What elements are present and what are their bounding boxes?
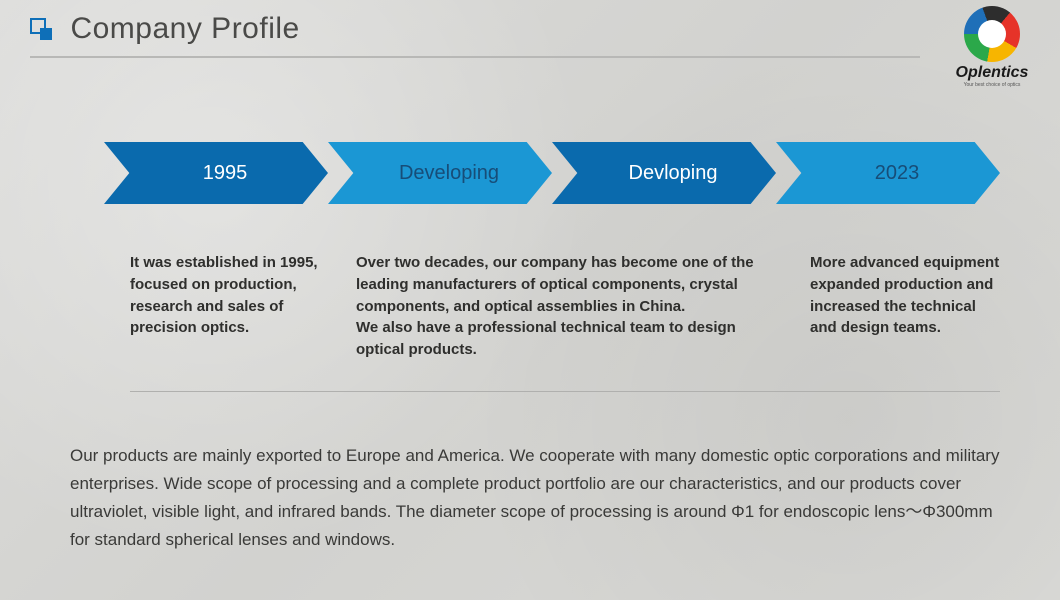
footer-paragraph: Our products are mainly exported to Euro… [70,442,1010,554]
logo-brand-name: Oplentics [942,64,1042,82]
logo-swirl-icon [964,6,1020,62]
timeline-arrow-2023: 2023 [776,142,1000,204]
header-square-icon [30,18,52,40]
header: Company Profile [30,12,920,58]
logo-tagline: Your best choice of optics [942,82,1042,88]
brand-logo: Oplentics Your best choice of optics [942,6,1042,88]
timeline-label: 2023 [857,162,920,185]
column-1995: It was established in 1995, focused on p… [130,252,320,361]
body-columns: It was established in 1995, focused on p… [130,252,1000,392]
timeline-arrow-developing-2: Devloping [552,142,776,204]
timeline-label: Devloping [611,162,718,185]
timeline-label: Developing [381,162,499,185]
column-2023: More advanced equipment expanded product… [810,252,1000,361]
timeline-arrow-1995: 1995 [104,142,328,204]
page-title: Company Profile [70,12,299,46]
column-developing: Over two decades, our company has become… [356,252,774,361]
timeline-label: 1995 [185,162,248,185]
timeline-arrows: 1995 Developing Devloping 2023 [104,142,1000,204]
timeline-arrow-developing-1: Developing [328,142,552,204]
